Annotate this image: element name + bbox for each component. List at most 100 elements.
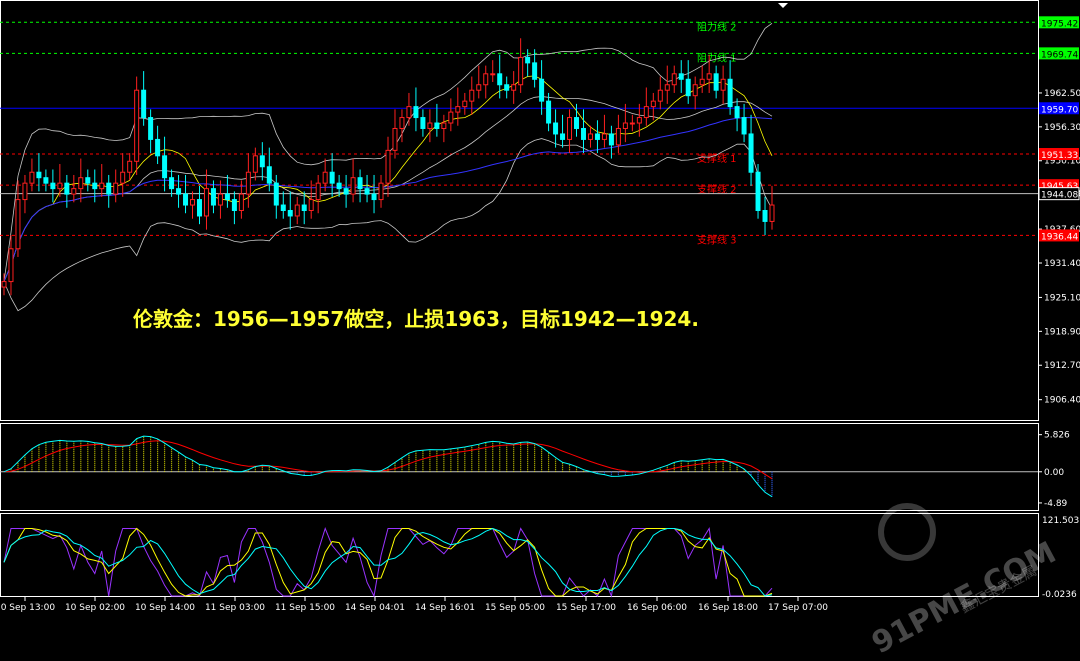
macd-main-line: [3, 435, 773, 498]
candle-body: [315, 182, 321, 201]
xtick-label: 16 Sep 18:00: [698, 603, 758, 613]
level-label-4: 支撑线 2: [697, 183, 737, 196]
candle-body: [43, 177, 49, 184]
candle-body: [64, 182, 70, 195]
candle-body: [385, 149, 391, 184]
candle-body: [308, 199, 314, 212]
candle-body: [678, 73, 684, 80]
candle-body: [392, 127, 398, 151]
candle-body: [134, 89, 140, 162]
candle-body: [22, 182, 28, 201]
xtick-label: 16 Sep 06:00: [627, 603, 687, 613]
xtick-label: 15 Sep 17:00: [556, 603, 616, 613]
xtick-label: 11 Sep 03:00: [205, 603, 265, 613]
candle-body: [615, 127, 621, 146]
candle-body: [643, 106, 649, 119]
macd-ytick-label: 0.00: [1044, 468, 1064, 478]
candle-body: [203, 188, 209, 217]
candle-body: [78, 177, 84, 190]
chart-root: 1962.501956.301950.101944.081937.601931.…: [0, 0, 1080, 613]
candle-body: [580, 127, 586, 140]
candle-body: [280, 204, 286, 212]
candle-body: [504, 84, 510, 91]
candle-body: [196, 199, 202, 217]
current-price-tag: [1038, 187, 1080, 201]
candle-body: [413, 106, 419, 119]
candle-body: [329, 171, 335, 184]
candle-body: [455, 106, 461, 113]
macd-signal-line: [3, 440, 773, 480]
candle-body: [769, 204, 775, 222]
candle-body: [162, 155, 168, 179]
candle-body: [518, 56, 524, 86]
xtick-label: 11 Sep 15:00: [275, 603, 335, 613]
xtick-label: 14 Sep 04:01: [345, 603, 405, 613]
candle-body: [169, 177, 175, 190]
candle-body: [399, 117, 405, 129]
candle-body: [106, 182, 112, 195]
candle-body: [141, 89, 147, 119]
candle-body: [476, 84, 482, 91]
candle-body: [113, 182, 119, 195]
candle-body: [357, 177, 363, 190]
trade-annotation: 伦敦金：1956—1957做空，止损1963，目标1942—1924.: [133, 307, 699, 331]
candle-body: [50, 182, 56, 190]
candle-body: [762, 210, 768, 222]
candle-body: [629, 122, 635, 125]
level-tag-3: [1039, 148, 1079, 161]
stochastic-line-2: [3, 527, 773, 597]
chart-svg: 1962.501956.301950.101944.081937.601931.…: [0, 0, 1080, 613]
candle-body: [636, 117, 642, 124]
candle-body: [664, 84, 670, 91]
candle-body: [462, 100, 468, 108]
candle-body: [210, 188, 216, 206]
candle-body: [71, 188, 77, 195]
candle-body: [441, 122, 447, 129]
macd-ytick-label: -4.89: [1044, 499, 1068, 509]
candle-body: [448, 111, 454, 124]
candle-body: [1, 281, 7, 288]
price-ytick-label: 1956.30: [1044, 123, 1080, 133]
candle-body: [266, 166, 272, 184]
candle-body: [427, 122, 433, 129]
level-value-5: 1936.44: [1041, 232, 1078, 242]
candle-body: [155, 138, 161, 157]
stochastic-ytick-label: 121.503: [1042, 516, 1079, 526]
candle-body: [622, 122, 628, 129]
candle-body: [546, 100, 552, 124]
candle-body: [532, 62, 538, 80]
candle-body: [748, 133, 754, 173]
macd-ytick-label: 5.826: [1044, 431, 1070, 441]
candle-body: [183, 193, 189, 206]
candle-body: [574, 117, 580, 129]
candle-body: [608, 133, 614, 146]
price-ytick-label: 1906.40: [1044, 396, 1080, 406]
candle-body: [741, 117, 747, 135]
current-marker-icon: [778, 3, 788, 8]
candle-body: [99, 182, 105, 190]
candle-body: [511, 84, 517, 91]
candle-body: [594, 133, 600, 140]
candle-body: [469, 89, 475, 102]
xtick-label: 10 Sep 02:00: [65, 603, 125, 613]
candle-body: [8, 248, 14, 283]
candle-body: [406, 106, 412, 119]
candle-body: [92, 182, 98, 190]
price-ytick-label: 1912.70: [1044, 361, 1080, 371]
candle-body: [336, 182, 342, 190]
candle-body: [252, 155, 258, 173]
candle-body: [699, 78, 705, 86]
candle-body: [713, 73, 719, 91]
candle-body: [217, 193, 223, 206]
candle-body: [560, 133, 566, 140]
level-value-0: 1975.42: [1041, 19, 1078, 29]
candle-body: [601, 133, 607, 140]
candle-body: [238, 193, 244, 211]
candle-body: [29, 171, 35, 184]
candle-body: [553, 122, 559, 135]
price-ytick-label: 1925.10: [1044, 293, 1080, 303]
price-ytick-label: 1962.50: [1044, 89, 1080, 99]
candle-body: [706, 73, 712, 80]
level-label-3: 支撑线 1: [697, 152, 737, 165]
candle-body: [294, 204, 300, 217]
